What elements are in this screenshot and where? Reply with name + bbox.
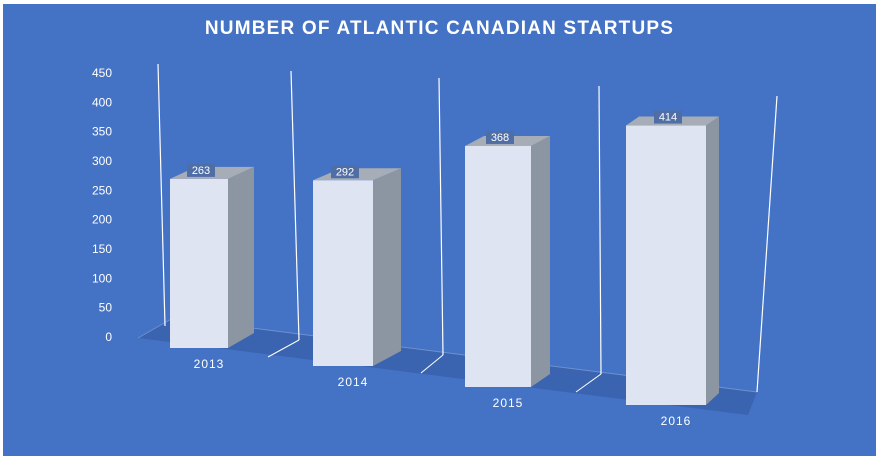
y-tick-label: 200 [92, 213, 112, 227]
x-tick-label: 2013 [194, 357, 225, 371]
y-tick-label: 250 [92, 183, 112, 197]
data-label-box [187, 163, 215, 177]
bar [465, 145, 531, 387]
bar-side [373, 168, 401, 366]
chart-title: NUMBER OF ATLANTIC CANADIAN STARTUPS [204, 18, 675, 39]
floor-separator [575, 373, 602, 393]
data-label: 292 [336, 166, 354, 178]
data-label-box [331, 165, 359, 179]
bar-side [531, 135, 550, 387]
x-tick-label: 2016 [661, 414, 692, 428]
bar-side [706, 116, 719, 406]
gridline [157, 63, 166, 327]
data-label-box [654, 110, 682, 124]
bar-side [228, 166, 254, 348]
data-label-box [486, 130, 514, 144]
data-label: 414 [659, 112, 677, 124]
y-tick-label: 0 [105, 330, 112, 344]
bar [313, 180, 373, 366]
data-label: 368 [491, 132, 509, 144]
gridline [598, 85, 602, 375]
bar [170, 178, 228, 348]
y-tick-label: 150 [92, 242, 112, 256]
y-tick-label: 450 [92, 66, 112, 80]
floor-separator [420, 354, 444, 374]
data-label: 263 [192, 165, 210, 177]
bar [626, 125, 706, 406]
x-tick-label: 2015 [493, 396, 524, 410]
y-tick-label: 400 [92, 95, 112, 109]
floor-separator [267, 339, 300, 358]
y-tick-label: 100 [92, 271, 112, 285]
gridline [756, 95, 778, 393]
x-tick-label: 2014 [338, 375, 369, 389]
y-tick-label: 50 [99, 301, 113, 315]
chart-floor [138, 318, 757, 415]
y-tick-label: 300 [92, 154, 112, 168]
gridline [438, 77, 444, 356]
y-tick-label: 350 [92, 125, 112, 139]
gridline [290, 70, 300, 341]
